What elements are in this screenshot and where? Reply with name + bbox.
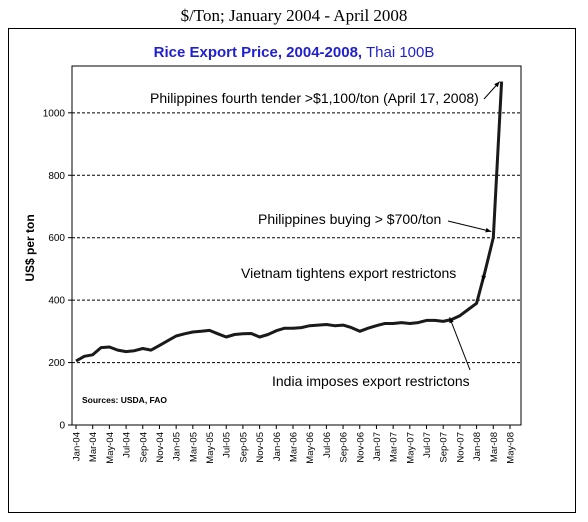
annotation-label: Philippines buying > $700/ton bbox=[258, 211, 441, 227]
x-tick-label: Jan-06 bbox=[272, 432, 283, 461]
y-tick-label: 1000 bbox=[43, 108, 66, 119]
annotation-label: India imposes export restrictons bbox=[272, 373, 470, 389]
x-tick-label: Mar-05 bbox=[188, 432, 199, 462]
price-series-line bbox=[75, 81, 504, 363]
x-axis-ticks: Jan-04 Mar-04 May-04 Jul-04 Sep-04 Nov-04 Jan-… bbox=[72, 425, 516, 464]
annotation-pointer bbox=[447, 220, 492, 232]
chart-frame bbox=[8, 28, 576, 513]
y-tick-label: 200 bbox=[48, 358, 65, 369]
x-tick-label: Mar-04 bbox=[88, 432, 99, 462]
x-tick-label: Jan-07 bbox=[372, 432, 383, 461]
y-tick-label: 0 bbox=[59, 421, 65, 432]
series-layer bbox=[75, 81, 504, 363]
chart-title: Rice Export Price, 2004-2008, Thai 100B bbox=[0, 44, 588, 61]
annotation-arrowhead bbox=[449, 317, 454, 324]
x-tick-label: Nov-05 bbox=[255, 432, 266, 463]
x-tick-label: Jan-04 bbox=[72, 432, 83, 461]
x-tick-label: May-06 bbox=[305, 432, 316, 464]
y-tick-label: 800 bbox=[48, 171, 65, 182]
top-title: $/Ton; January 2004 - April 2008 bbox=[180, 6, 408, 25]
annotation-arrowhead bbox=[494, 81, 500, 88]
x-tick-label: Nov-06 bbox=[355, 432, 366, 463]
x-tick-label: May-05 bbox=[205, 432, 216, 464]
annotation-arrowhead bbox=[485, 227, 492, 233]
annotations: Philippines fourth tender >$1,100/ton (A… bbox=[150, 81, 501, 389]
y-axis-ticks: 0 200 400 600 800 1000 bbox=[43, 108, 72, 432]
annotation-label: Philippines fourth tender >$1,100/ton (A… bbox=[150, 90, 479, 106]
x-tick-label: Sep-06 bbox=[339, 432, 350, 463]
x-tick-label: Mar-06 bbox=[288, 432, 299, 462]
annotation-label: Vietnam tightens export restrictons bbox=[241, 265, 456, 281]
x-tick-label: Jan-08 bbox=[472, 432, 483, 461]
x-tick-label: Jul-07 bbox=[422, 432, 433, 458]
x-tick-label: May-08 bbox=[505, 432, 516, 464]
x-tick-label: May-04 bbox=[105, 432, 116, 464]
x-tick-label: Sep-07 bbox=[439, 432, 450, 463]
x-tick-label: Nov-04 bbox=[155, 432, 166, 463]
y-tick-label: 600 bbox=[48, 233, 65, 244]
y-axis-label: US$ per ton bbox=[23, 214, 37, 281]
axes bbox=[71, 65, 522, 426]
x-tick-label: Mar-08 bbox=[489, 432, 500, 462]
grid-lines bbox=[72, 112, 521, 364]
annotation-arrowhead bbox=[481, 275, 487, 282]
x-tick-label: Jul-05 bbox=[222, 432, 233, 458]
x-tick-label: Sep-05 bbox=[238, 432, 249, 463]
chart-title-main: Rice Export Price, 2004-2008, bbox=[153, 44, 363, 61]
x-tick-label: Mar-07 bbox=[389, 432, 400, 462]
chart-title-sub: Thai 100B bbox=[362, 44, 435, 61]
plot-area-border bbox=[71, 65, 522, 426]
x-tick-label: May-07 bbox=[405, 432, 416, 464]
x-tick-label: Sep-04 bbox=[138, 432, 149, 463]
x-tick-label: Jan-05 bbox=[172, 432, 183, 461]
annotation-pointer bbox=[449, 317, 471, 371]
x-tick-label: Nov-07 bbox=[455, 432, 466, 463]
y-tick-label: 400 bbox=[48, 296, 65, 307]
x-tick-label: Jul-06 bbox=[322, 432, 333, 458]
source-note: Sources: USDA, FAO bbox=[82, 395, 167, 405]
x-tick-label: Jul-04 bbox=[122, 432, 133, 458]
